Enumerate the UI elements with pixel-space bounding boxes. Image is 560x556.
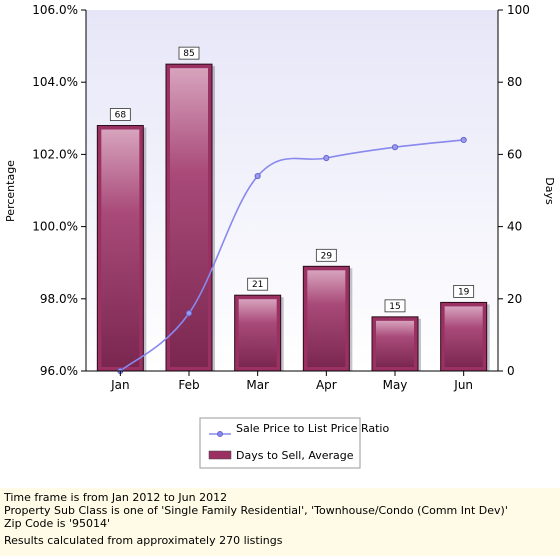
y-tick-label: 96.0% [40, 364, 78, 378]
y2-tick-label: 20 [507, 292, 522, 306]
ratio-point [323, 154, 330, 162]
y-tick-label: 104.0% [32, 75, 78, 89]
bar-highlight [101, 129, 140, 367]
legend-bar-label: Days to Sell, Average [236, 449, 354, 462]
footer-timeframe: Time frame is from Jan 2012 to Jun 2012 [4, 491, 228, 504]
data-label-box [453, 285, 475, 298]
ratio-point [391, 144, 399, 151]
data-label-box [178, 46, 200, 60]
x-tick-label: Apr [316, 378, 337, 392]
data-label-box [384, 299, 406, 313]
x-tick-label: Feb [178, 378, 199, 392]
footer-zipcode: Zip Code is '95014' [4, 517, 111, 530]
footer-subclass: Property Sub Class is one of 'Single Fam… [4, 504, 508, 517]
legend-bar-swatch [208, 450, 232, 460]
legend: Sale Price to List Price Ratio Days to S… [199, 417, 389, 469]
y-tick-label: 98.0% [40, 292, 78, 306]
ratio-point [254, 172, 261, 180]
data-label: 68 [115, 111, 127, 121]
ratio-point [185, 310, 193, 317]
y2-tick-label: 80 [507, 75, 522, 89]
footer: Time frame is from Jan 2012 to Jun 2012 … [0, 488, 560, 556]
x-tick-label: Mar [246, 378, 269, 392]
bar-highlight [444, 306, 483, 367]
x-tick-label: May [383, 378, 408, 392]
legend-line-label: Sale Price to List Price Ratio [236, 422, 389, 435]
y2-tick-label: 40 [507, 220, 522, 234]
y2-tick-label: 100 [507, 3, 530, 17]
legend-line-marker [217, 431, 223, 437]
y-tick-label: 106.0% [32, 3, 78, 17]
bar-highlight [170, 68, 208, 368]
data-label-box [109, 108, 131, 121]
bar-highlight [307, 270, 346, 367]
y2-axis-title: Days [543, 177, 556, 205]
data-label: 85 [183, 49, 194, 59]
y-tick-label: 100.0% [32, 220, 78, 234]
data-label: 15 [389, 302, 400, 312]
bar-highlight [376, 320, 414, 367]
bars: 68 85 21 29 15 19 [96, 46, 490, 372]
chart: 68 85 21 29 15 19 96.0% 98.0% 100.0% 102.0% 104.0… [4, 3, 556, 469]
data-label-box [315, 248, 337, 262]
ratio-line [117, 136, 467, 375]
bar-highlight [238, 299, 277, 367]
y2-tick-label: 60 [507, 147, 522, 161]
data-label: 29 [321, 251, 333, 261]
x-tick-label: Jan [110, 378, 130, 392]
plot-area [86, 10, 498, 371]
footer-listings: Results calculated from approximately 27… [4, 534, 283, 547]
y-axis-title: Percentage [4, 160, 17, 222]
y2-tick-label: 0 [507, 364, 515, 378]
y-tick-label: 102.0% [32, 147, 78, 161]
data-label: 21 [252, 280, 263, 290]
x-tick-label: Jun [453, 378, 473, 392]
data-label-box [247, 277, 269, 291]
axes: 96.0% 98.0% 100.0% 102.0% 104.0% 106.0% 0 20 40 6… [32, 3, 530, 392]
legend-box [199, 417, 361, 469]
ratio-point [460, 136, 467, 144]
data-label: 19 [458, 287, 470, 297]
